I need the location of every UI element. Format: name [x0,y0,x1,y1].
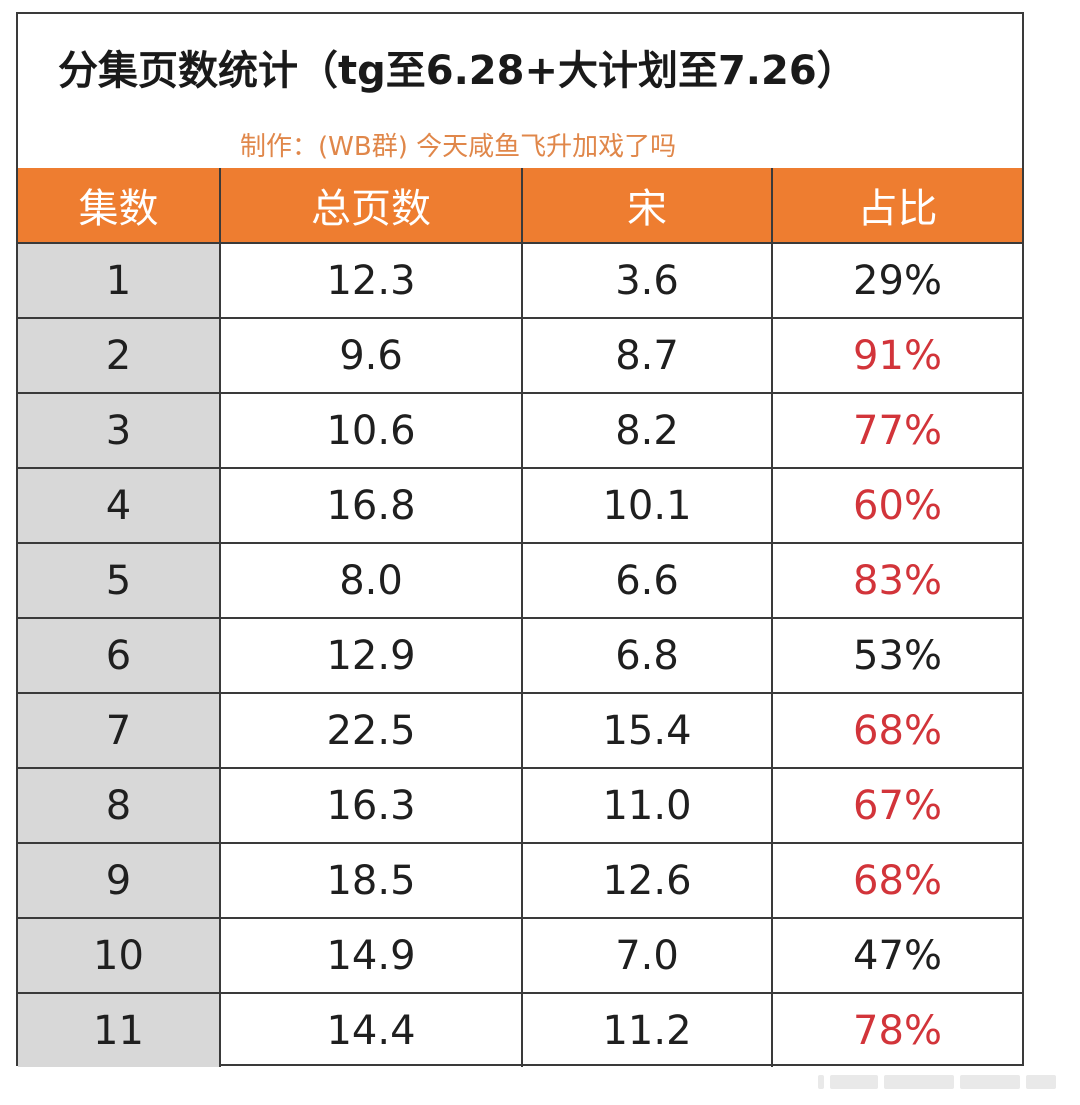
cell-song: 10.1 [521,467,772,543]
cell-ratio: 91% [771,317,1022,393]
cell-total-pages: 22.5 [219,692,522,768]
header-total-pages: 总页数 [219,168,522,244]
table-row: 7 22.5 15.4 68% [18,692,1022,768]
table-header-row: 集数 总页数 宋 占比 [18,168,1022,244]
cell-ratio: 60% [771,467,1022,543]
cell-ratio: 78% [771,992,1022,1067]
cell-ratio: 53% [771,617,1022,693]
cell-episode: 5 [18,542,220,618]
cell-episode: 8 [18,767,220,843]
cell-episode: 1 [18,242,220,318]
episode-page-table: 集数 总页数 宋 占比 1 12.3 3.6 29% 2 9.6 8.7 91% 3 10.6 8.… [18,168,1022,1067]
cell-episode: 2 [18,317,220,393]
cell-ratio: 83% [771,542,1022,618]
header-ratio: 占比 [771,168,1022,244]
header-episode: 集数 [18,168,220,244]
table-row: 3 10.6 8.2 77% [18,392,1022,468]
watermark [818,1070,1058,1094]
table-row: 5 8.0 6.6 83% [18,542,1022,618]
cell-total-pages: 12.3 [219,242,522,318]
cell-song: 11.0 [521,767,772,843]
cell-episode: 7 [18,692,220,768]
cell-song: 3.6 [521,242,772,318]
cell-episode: 11 [18,992,220,1067]
cell-song: 6.8 [521,617,772,693]
table-row: 4 16.8 10.1 60% [18,467,1022,543]
cell-ratio: 29% [771,242,1022,318]
cell-song: 8.2 [521,392,772,468]
stats-table-card: 分集页数统计（tg至6.28+大计划至7.26） 制作：(WB群) 今天咸鱼飞升… [16,12,1024,1067]
cell-song: 6.6 [521,542,772,618]
cell-total-pages: 9.6 [219,317,522,393]
table-body: 1 12.3 3.6 29% 2 9.6 8.7 91% 3 10.6 8.2 77% 4 16.8 10.… [18,242,1022,1067]
cell-total-pages: 16.8 [219,467,522,543]
cell-ratio: 68% [771,842,1022,918]
title-area: 分集页数统计（tg至6.28+大计划至7.26） 制作：(WB群) 今天咸鱼飞升… [18,14,1022,168]
cell-ratio: 67% [771,767,1022,843]
table-row: 10 14.9 7.0 47% [18,917,1022,993]
cell-song: 12.6 [521,842,772,918]
cell-total-pages: 10.6 [219,392,522,468]
subtitle-credit: 制作：(WB群) 今天咸鱼飞升加戏了吗 [240,132,677,162]
cell-total-pages: 16.3 [219,767,522,843]
table-row: 6 12.9 6.8 53% [18,617,1022,693]
cell-song: 8.7 [521,317,772,393]
cell-ratio: 68% [771,692,1022,768]
table-row: 2 9.6 8.7 91% [18,317,1022,393]
cell-song: 11.2 [521,992,772,1067]
page-title: 分集页数统计（tg至6.28+大计划至7.26） [58,48,857,94]
table-row: 8 16.3 11.0 67% [18,767,1022,843]
cell-ratio: 47% [771,917,1022,993]
header-song: 宋 [521,168,772,244]
cell-episode: 10 [18,917,220,993]
cell-total-pages: 14.9 [219,917,522,993]
cell-ratio: 77% [771,392,1022,468]
cell-episode: 6 [18,617,220,693]
cell-episode: 9 [18,842,220,918]
cell-total-pages: 12.9 [219,617,522,693]
cell-total-pages: 18.5 [219,842,522,918]
table-row: 11 14.4 11.2 78% [18,992,1022,1067]
cell-song: 15.4 [521,692,772,768]
cell-episode: 3 [18,392,220,468]
cell-song: 7.0 [521,917,772,993]
cell-episode: 4 [18,467,220,543]
table-row: 9 18.5 12.6 68% [18,842,1022,918]
cell-total-pages: 14.4 [219,992,522,1067]
cell-total-pages: 8.0 [219,542,522,618]
table-row: 1 12.3 3.6 29% [18,242,1022,318]
